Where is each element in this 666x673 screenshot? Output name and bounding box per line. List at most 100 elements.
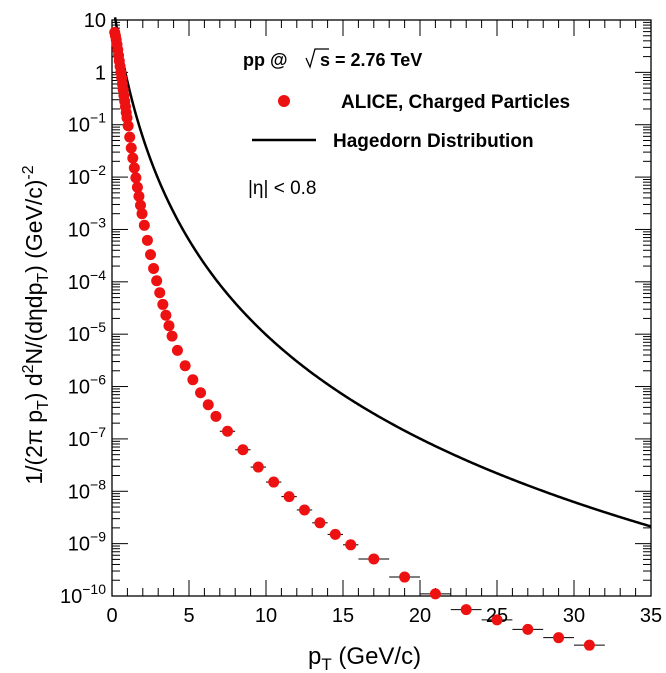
data-point (283, 491, 295, 503)
y-axis: 10110−110−210−310−410−510−610−710−810−91… (60, 10, 651, 608)
y-tick-mantissa: 10 (68, 534, 90, 556)
data-point (187, 374, 199, 386)
x-tick-label: 5 (183, 605, 194, 627)
hagedorn-curve-layer (113, 17, 652, 528)
annotation-energy: s = 2.76 TeV (320, 50, 422, 70)
y-tick-exponent: −5 (90, 319, 106, 335)
data-point (314, 517, 326, 529)
y-tick-label: 10−9 (68, 529, 106, 556)
data-point (130, 172, 142, 184)
data-point (429, 588, 441, 600)
y-tick-label: 1 (95, 62, 106, 84)
data-point (368, 553, 380, 565)
y-tick-exponent: −10 (82, 581, 106, 597)
y-tick-exponent: −7 (90, 424, 106, 440)
data-point (160, 309, 172, 321)
data-point (166, 330, 178, 342)
data-point (148, 262, 160, 274)
x-tick-label: 35 (640, 605, 662, 627)
data-point (136, 208, 148, 220)
x-tick-label: 30 (563, 605, 585, 627)
data-point (133, 190, 145, 202)
data-point (460, 604, 472, 616)
data-point (127, 152, 139, 164)
legend-label-alice: ALICE, Charged Particles (341, 92, 570, 113)
y-tick-label: 10−2 (68, 162, 106, 189)
annotation-pp: pp @ (243, 50, 288, 70)
x-axis-title-rest: (GeV/c) (332, 643, 421, 670)
data-point (268, 476, 280, 488)
y-tick-exponent: −9 (90, 529, 106, 545)
data-point (134, 199, 146, 211)
y-tick-mantissa: 1 (95, 62, 106, 84)
x-tick-label: 20 (409, 605, 431, 627)
y-tick-label: 10−4 (68, 267, 106, 294)
legend-label-hagedorn: Hagedorn Distribution (333, 131, 534, 152)
y-tick-mantissa: 10 (60, 586, 82, 608)
data-point (141, 234, 153, 246)
data-point (124, 131, 136, 143)
y-tick-mantissa: 10 (68, 377, 90, 399)
plot-frame (111, 19, 652, 597)
data-point (138, 219, 150, 231)
y-tick-label: 10 (84, 10, 106, 32)
y-tick-exponent: −8 (90, 476, 106, 492)
y-tick-exponent: −6 (90, 372, 106, 388)
data-point (122, 120, 134, 132)
x-axis-title-sub: T (321, 655, 331, 673)
data-point (125, 142, 137, 154)
y-tick-exponent: −4 (90, 267, 106, 283)
x-tick-label: 10 (255, 605, 277, 627)
data-point (157, 298, 169, 310)
y-tick-exponent: −3 (90, 214, 106, 230)
data-point (145, 249, 156, 261)
data-point (553, 632, 565, 644)
data-point (345, 539, 357, 551)
data-point (299, 504, 310, 516)
x-axis-title: pT (GeV/c) (308, 643, 421, 673)
data-point (202, 399, 214, 411)
y-tick-mantissa: 10 (68, 429, 90, 451)
sqrt-s-symbol (305, 48, 329, 69)
y-tick-mantissa: 10 (68, 219, 90, 241)
data-point (491, 614, 503, 626)
y-tick-mantissa: 10 (84, 10, 106, 32)
hagedorn-curve (113, 17, 652, 528)
y-tick-exponent: −1 (90, 110, 106, 126)
y-tick-label: 10−3 (68, 214, 106, 241)
y-tick-label: 10−5 (68, 319, 106, 346)
data-point (131, 181, 143, 193)
data-point (399, 571, 411, 583)
y-tick-exponent: −2 (90, 162, 106, 178)
y-tick-label: 10−6 (68, 372, 106, 399)
data-point (222, 425, 233, 437)
y-axis-title: 1/(2π pT) d2N/(dηdpT) (GeV/c)-2 (20, 165, 52, 484)
y-tick-label: 10−1 (68, 110, 106, 137)
y-tick-mantissa: 10 (68, 167, 90, 189)
plot-border (111, 19, 652, 597)
data-point (154, 287, 166, 299)
y-tick-label: 10−10 (60, 581, 106, 608)
x-axis: 05101520253035 (106, 20, 662, 627)
data-point (171, 344, 183, 356)
data-point (583, 639, 595, 651)
data-point (252, 461, 264, 473)
data-point (210, 410, 222, 422)
annotation-eta: |η| < 0.8 (248, 178, 317, 199)
data-point (522, 623, 534, 635)
data-point (195, 387, 207, 399)
data-point (329, 528, 341, 540)
data-point (179, 360, 191, 372)
data-point (237, 444, 249, 456)
data-point (163, 320, 175, 332)
y-tick-mantissa: 10 (68, 481, 90, 503)
y-tick-mantissa: 10 (68, 272, 90, 294)
data-point (151, 275, 163, 287)
y-tick-mantissa: 10 (68, 115, 90, 137)
alice-points-layer (109, 26, 605, 651)
data-point (128, 162, 140, 174)
legend-marker-alice (278, 95, 290, 107)
y-tick-label: 10−8 (68, 476, 106, 503)
x-tick-label: 15 (332, 605, 354, 627)
